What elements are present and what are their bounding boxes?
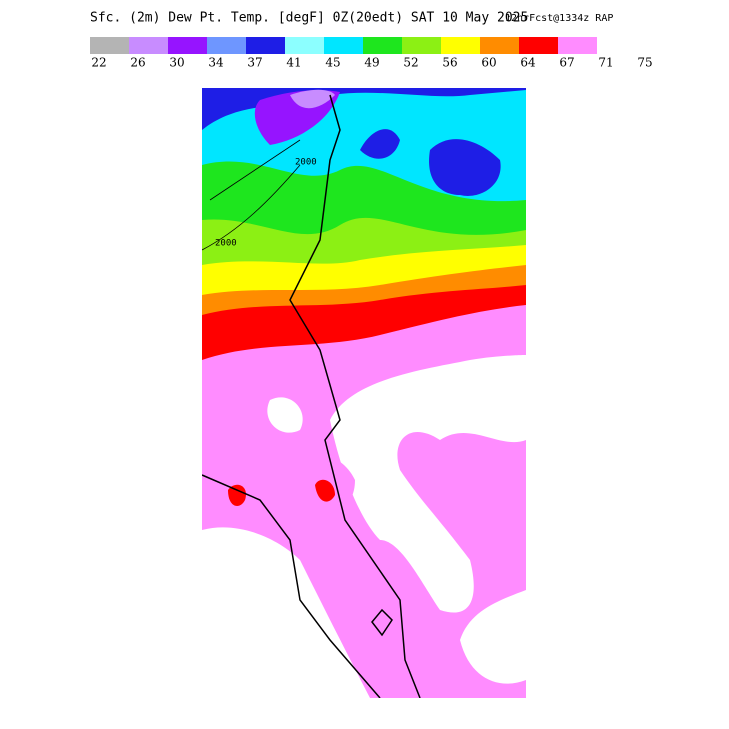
legend: 22 26 30 34 37 41 45 49 52 56 60 64 67 71 75 — [90, 37, 653, 70]
field-white — [460, 590, 526, 684]
contour-label: 2000 — [215, 239, 237, 249]
legend-label: 22 — [91, 56, 106, 70]
field-blue — [360, 129, 400, 159]
legend-swatch — [558, 37, 597, 54]
legend-label: 64 — [520, 56, 536, 70]
legend-swatch — [207, 37, 246, 54]
field-red — [315, 479, 335, 502]
legend-label: 30 — [169, 56, 184, 70]
legend-label: 49 — [364, 56, 379, 70]
legend-swatch — [246, 37, 285, 54]
legend-swatch — [402, 37, 441, 54]
subtitle: 12hrFcst@1334z RAP — [505, 13, 613, 24]
coastline — [202, 474, 381, 698]
coastline — [289, 94, 421, 698]
legend-swatch — [90, 37, 129, 54]
contour — [209, 139, 301, 201]
legend-swatch — [441, 37, 480, 54]
legend-label: 56 — [442, 56, 457, 70]
legend-label: 26 — [130, 56, 145, 70]
field-blue — [429, 139, 501, 196]
legend-swatch — [363, 37, 402, 54]
legend-label: 34 — [208, 56, 224, 70]
contour-label: 2000 — [295, 158, 317, 168]
field-white — [202, 527, 370, 698]
legend-label: 60 — [481, 56, 496, 70]
legend-label: 37 — [247, 56, 262, 70]
field-white — [330, 355, 526, 613]
legend-label: 71 — [598, 56, 613, 70]
lake — [371, 608, 393, 637]
field-red — [228, 484, 247, 506]
map: 2000 2000 — [202, 88, 526, 698]
field-lavender — [290, 89, 335, 109]
legend-label: 67 — [559, 56, 574, 70]
contour — [202, 164, 301, 251]
legend-swatch — [480, 37, 519, 54]
legend-label: 41 — [286, 56, 301, 70]
legend-swatch — [324, 37, 363, 54]
legend-label: 75 — [637, 56, 652, 70]
field-white — [267, 397, 303, 433]
legend-label: 52 — [403, 56, 418, 70]
legend-label: 45 — [325, 56, 340, 70]
legend-swatch — [285, 37, 324, 54]
title: Sfc. (2m) Dew Pt. Temp. [degF] 0Z(20edt)… — [90, 11, 528, 26]
legend-swatch — [168, 37, 207, 54]
legend-swatch — [129, 37, 168, 54]
legend-swatch — [519, 37, 558, 54]
